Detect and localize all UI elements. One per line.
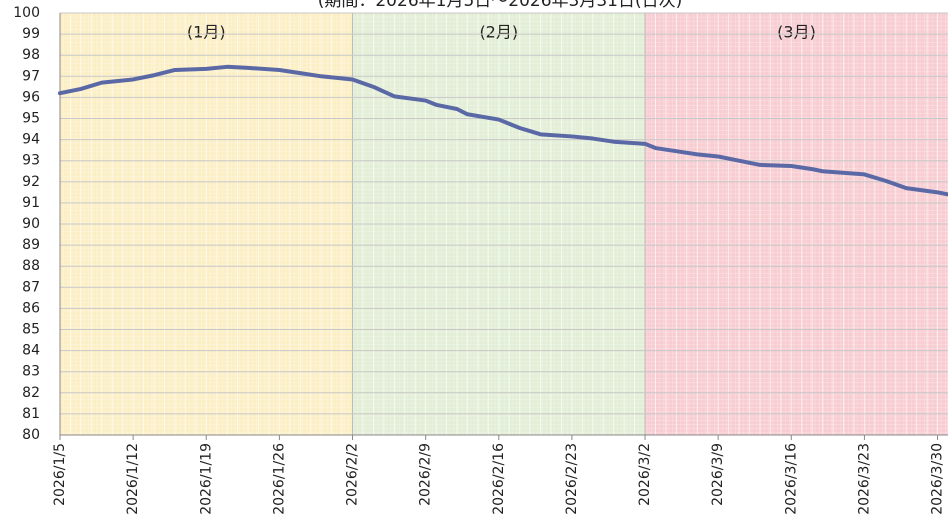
y-tick-label: 93 bbox=[22, 153, 40, 169]
y-tick-label: 99 bbox=[22, 26, 40, 42]
y-tick-label: 82 bbox=[22, 385, 40, 401]
region-label: (3月) bbox=[777, 23, 816, 42]
y-tick-label: 94 bbox=[22, 132, 40, 148]
y-tick-label: 100 bbox=[13, 5, 40, 21]
x-tick-label: 2026/1/12 bbox=[125, 443, 141, 515]
y-tick-label: 88 bbox=[22, 258, 40, 274]
x-tick-label: 2026/3/16 bbox=[783, 443, 799, 515]
x-tick-label: 2026/3/9 bbox=[710, 443, 726, 506]
x-tick-label: 2026/2/16 bbox=[491, 443, 507, 515]
y-tick-label: 86 bbox=[22, 300, 40, 316]
x-tick-label: 2026/2/9 bbox=[418, 443, 434, 506]
y-tick-label: 95 bbox=[22, 111, 40, 127]
x-tick-label: 2026/2/23 bbox=[564, 443, 580, 515]
region-label: (1月) bbox=[187, 23, 226, 42]
y-tick-label: 91 bbox=[22, 195, 40, 211]
region-label: (2月) bbox=[479, 23, 518, 42]
y-tick-label: 90 bbox=[22, 216, 40, 232]
y-tick-label: 97 bbox=[22, 68, 40, 84]
x-tick-label: 2026/1/19 bbox=[198, 443, 214, 515]
y-tick-label: 80 bbox=[22, 427, 40, 443]
y-tick-label: 98 bbox=[22, 47, 40, 63]
y-tick-label: 81 bbox=[22, 406, 40, 422]
y-tick-label: 92 bbox=[22, 174, 40, 190]
x-tick-label: 2026/1/5 bbox=[52, 443, 68, 506]
y-tick-label: 96 bbox=[22, 89, 40, 105]
x-tick-label: 2026/3/23 bbox=[856, 443, 872, 515]
x-tick-label: 2026/3/2 bbox=[637, 443, 653, 506]
chart-title: (期間：2026年1月5日～2026年3月31日(日次) bbox=[318, 0, 683, 11]
y-tick-label: 89 bbox=[22, 237, 40, 253]
x-tick-label: 2026/3/30 bbox=[930, 443, 946, 515]
x-tick-label: 2026/2/2 bbox=[345, 443, 361, 506]
data-line bbox=[58, 64, 948, 197]
y-tick-label: 87 bbox=[22, 279, 40, 295]
y-tick-label: 85 bbox=[22, 322, 40, 338]
y-tick-label: 83 bbox=[22, 364, 40, 380]
x-tick-label: 2026/1/26 bbox=[271, 443, 287, 515]
y-tick-label: 84 bbox=[22, 343, 40, 359]
